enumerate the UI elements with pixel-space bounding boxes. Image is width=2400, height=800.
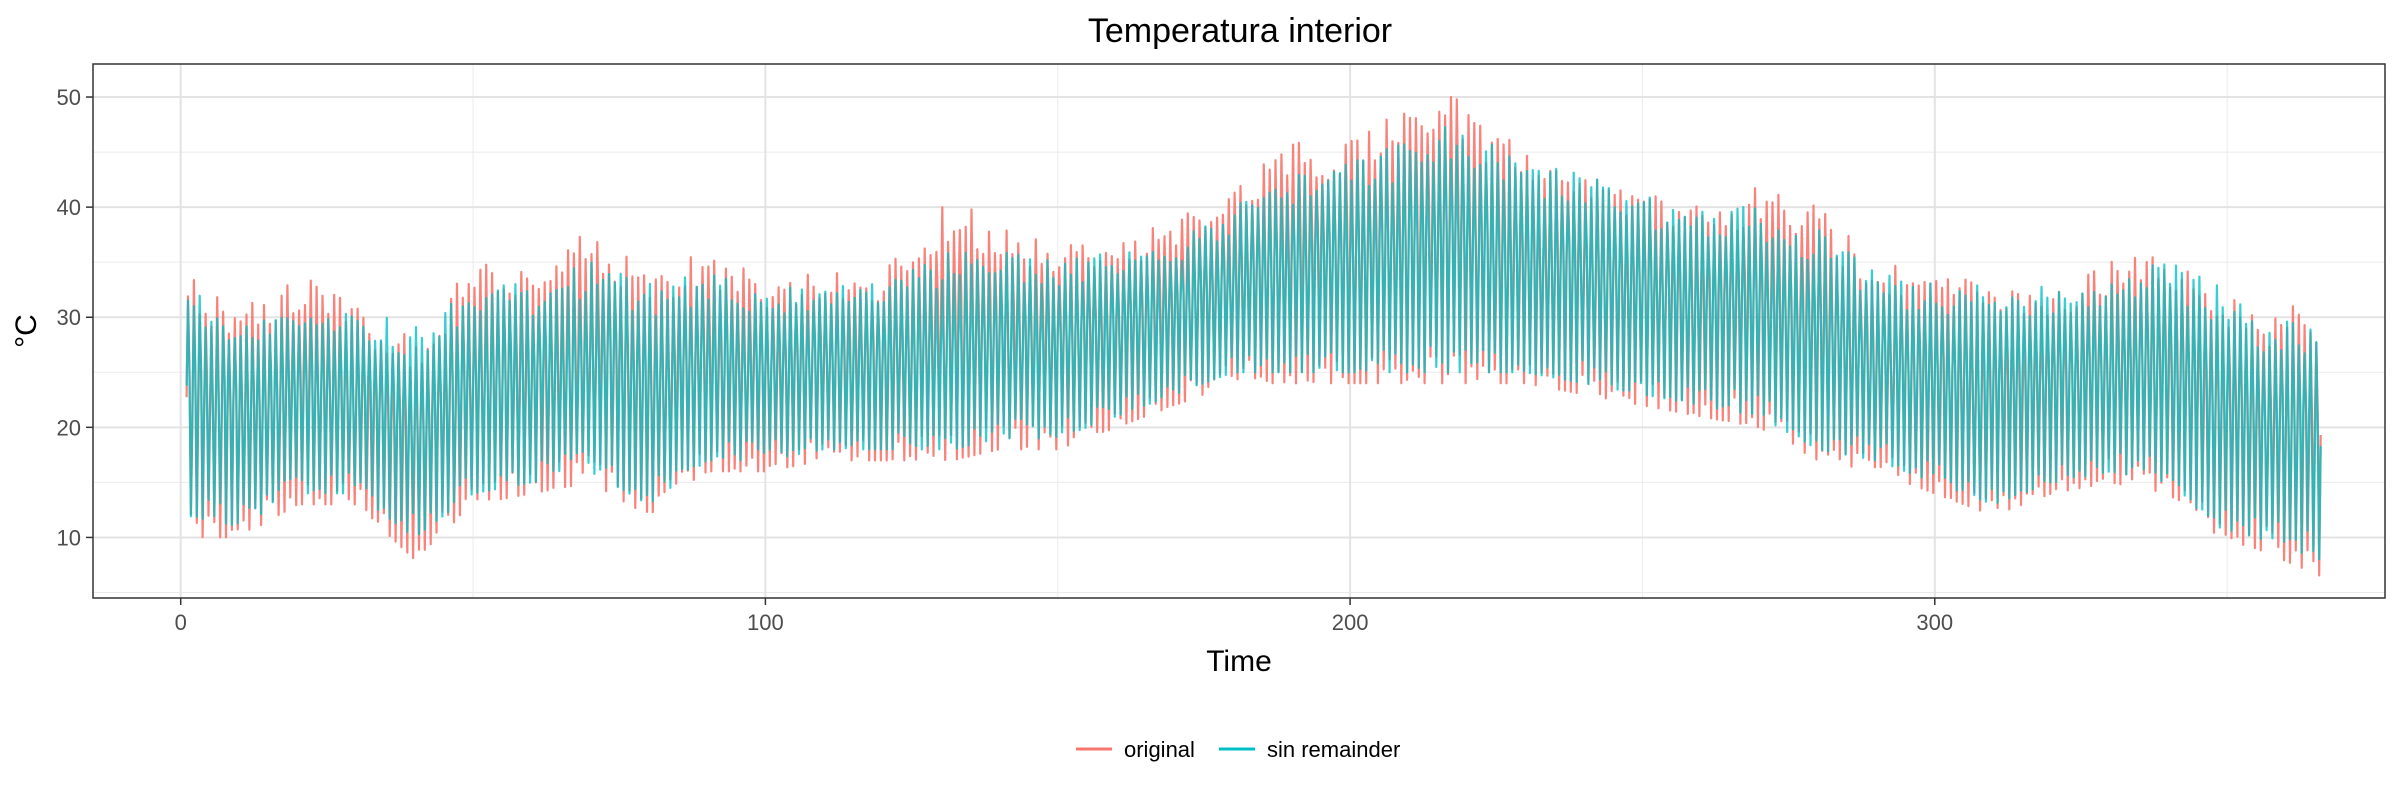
series-line-sin-remainder — [185, 126, 2322, 561]
chart-title: Temperatura interior — [1088, 12, 1392, 50]
y-tick-label: 20 — [57, 415, 81, 440]
x-tick-label: 300 — [1916, 610, 1953, 635]
panel-border — [92, 63, 2386, 599]
x-tick-label: 100 — [747, 610, 784, 635]
legend-label-original: original — [1124, 737, 1195, 762]
x-tick-label: 200 — [1332, 610, 1369, 635]
plot-panel — [92, 63, 2386, 599]
series-layer — [185, 95, 2322, 577]
legend: original sin remainder — [1076, 737, 1400, 762]
x-tick-label: 0 — [175, 610, 187, 635]
y-axis-title: °C — [10, 314, 43, 348]
legend-label-sin-remainder: sin remainder — [1267, 737, 1400, 762]
y-tick-label: 50 — [57, 85, 81, 110]
x-axis-title: Time — [1206, 645, 1272, 678]
y-axis: 10 20 30 40 50 — [57, 85, 93, 550]
y-tick-label: 30 — [57, 305, 81, 330]
y-tick-label: 10 — [57, 525, 81, 550]
y-tick-label: 40 — [57, 195, 81, 220]
x-axis: 0 100 200 300 — [175, 598, 1953, 635]
